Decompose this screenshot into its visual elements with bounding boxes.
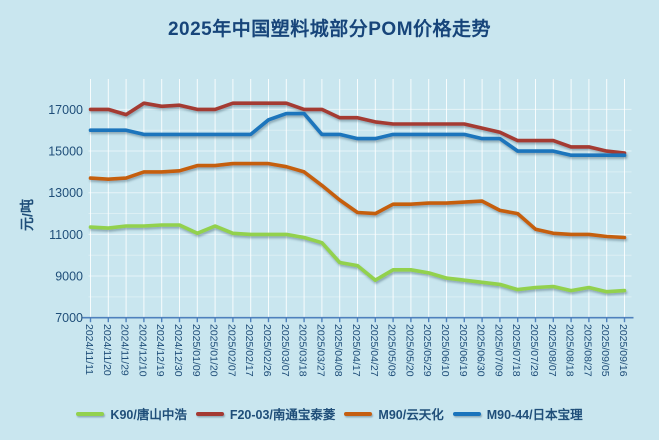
x-tick-label: 2024/11/11 (83, 324, 95, 375)
series-line-m90-44- (88, 111, 627, 157)
x-tick-label: 2024/11/20 (101, 324, 113, 376)
x-tick-label: 2025/06/30 (475, 324, 487, 377)
legend-swatch (344, 411, 373, 416)
legend-item: F20-03/南通宝泰菱 (195, 404, 336, 423)
x-tick-label: 2025/06/19 (457, 324, 469, 377)
x-tick-label: 2025/09/16 (617, 324, 629, 377)
y-tick-label: 11000 (49, 228, 83, 242)
x-tick-label: 2025/03/07 (279, 324, 291, 377)
x-tick-label: 2025/04/17 (350, 324, 362, 377)
x-tick-label: 2024/12/30 (172, 324, 184, 377)
x-tick-label: 2025/09/05 (599, 324, 611, 377)
y-tick-label: 15000 (48, 145, 83, 159)
y-tick-label: 17000 (48, 103, 83, 117)
legend-item: M90-44/日本宝理 (452, 404, 583, 423)
series-line-m90- (88, 161, 627, 240)
legend-label: M90/云天化 (378, 408, 444, 422)
x-tick-label: 2025/06/10 (439, 324, 451, 377)
x-tick-label: 2025/08/18 (564, 324, 576, 377)
x-tick-label: 2025/08/27 (581, 324, 593, 377)
y-tick-label: 13000 (48, 186, 83, 200)
x-tick-label: 2025/02/26 (261, 324, 273, 377)
x-tick-label: 2025/07/09 (492, 324, 504, 377)
x-tick-label: 2024/12/10 (136, 324, 148, 377)
x-tick-label: 2025/02/07 (225, 324, 237, 377)
x-tick-label: 2025/04/27 (368, 324, 380, 377)
series-line-k90- (88, 223, 627, 294)
x-tick-label: 2025/05/29 (421, 324, 433, 377)
x-tick-label: 2025/08/07 (546, 324, 558, 377)
x-tick-label: 2025/03/27 (314, 324, 326, 377)
legend-label: F20-03/南通宝泰菱 (229, 408, 336, 422)
legend-swatch (452, 411, 481, 416)
x-tick-label: 2024/12/19 (154, 324, 166, 377)
chart-legend: K90/唐山中浩 F20-03/南通宝泰菱 M90/云天化 M90-44/日本宝理 (0, 404, 659, 423)
series-line-f20-03- (88, 101, 627, 155)
y-tick-label: 9000 (55, 270, 83, 284)
x-tick-label: 2025/05/09 (386, 324, 398, 377)
x-tick-label: 2025/01/09 (190, 324, 202, 377)
legend-item: K90/唐山中浩 (76, 404, 187, 423)
x-tick-label: 2025/01/20 (208, 324, 220, 377)
legend-swatch (195, 411, 224, 416)
x-tick-label: 2025/07/18 (510, 324, 522, 377)
legend-label: K90/唐山中浩 (110, 408, 187, 422)
legend-item: M90/云天化 (344, 404, 444, 423)
chart-title: 2025年中国塑料城部分POM价格走势 (167, 19, 492, 40)
x-tick-label: 2024/11/29 (119, 324, 131, 376)
legend-swatch (76, 411, 105, 416)
y-axis-label: 元/吨 (19, 199, 35, 231)
y-tick-label: 7000 (55, 311, 83, 325)
legend-label: M90-44/日本宝理 (486, 408, 583, 422)
x-tick-label: 2025/03/18 (297, 324, 309, 377)
x-tick-label: 2025/04/08 (332, 324, 344, 377)
x-tick-label: 2025/07/29 (528, 324, 540, 377)
x-tick-label: 2025/05/20 (403, 324, 415, 377)
x-tick-label: 2025/02/17 (243, 324, 255, 377)
